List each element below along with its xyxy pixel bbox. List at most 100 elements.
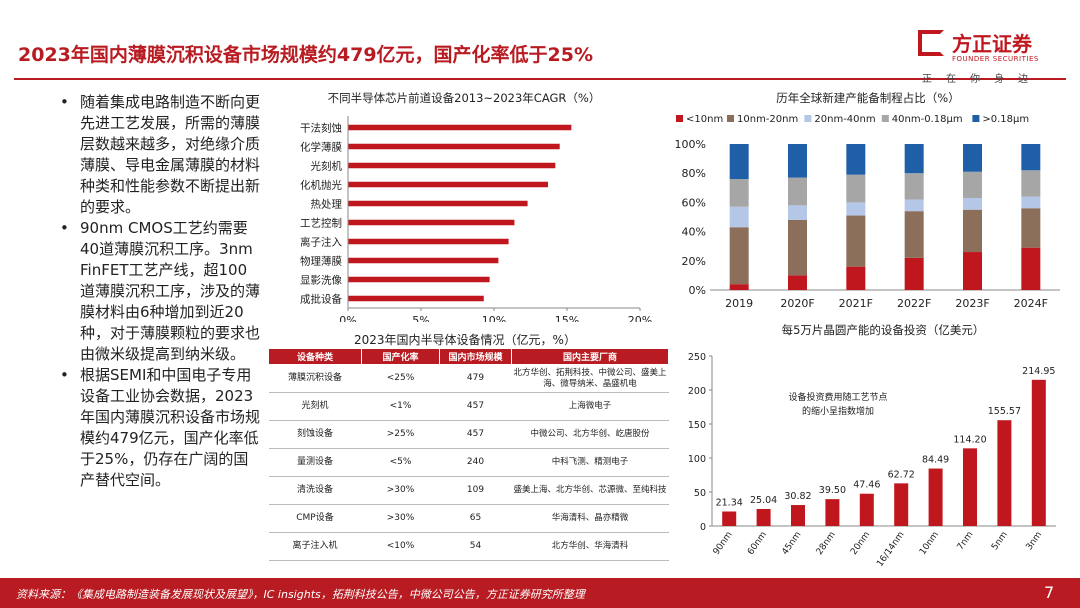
invest-y-tick-label: 50 xyxy=(694,488,706,499)
cagr-bar xyxy=(348,219,515,226)
stack-segment xyxy=(846,215,866,267)
cagr-chart: 不同半导体芯片前道设备2013~2023年CAGR（%） 干法刻蚀化学薄膜光刻机… xyxy=(300,91,652,322)
stack-segment xyxy=(1021,144,1041,171)
table-header-cell: 国产化率 xyxy=(361,348,440,365)
logo-name: 方正证券 xyxy=(952,32,1032,56)
table-header-cell: 设备种类 xyxy=(268,348,362,365)
bullet-item: 随着集成电路制造不断向更先进工艺发展，所需的薄膜层数越来越多，对绝缘介质薄膜、导… xyxy=(60,92,260,218)
invest-bar xyxy=(756,508,771,526)
source-note: 资料来源：《集成电路制造装备发展现状及展望》，IC insights，拓荆科技公… xyxy=(16,588,585,601)
table-cell: 457 xyxy=(439,392,512,421)
invest-data-label: 114.20 xyxy=(953,434,986,445)
stack-segment xyxy=(904,173,924,200)
cagr-category-label: 显影洗像 xyxy=(300,274,342,287)
invest-y-tick-label: 200 xyxy=(688,386,706,397)
investment-annotation: 的缩小呈指数增加 xyxy=(802,405,874,417)
cagr-x-tick-label: 5% xyxy=(412,314,429,322)
table-cell: 离子注入机 xyxy=(268,532,362,561)
invest-bar xyxy=(859,493,874,526)
table-cell: >25% xyxy=(361,420,440,449)
invest-bar xyxy=(928,468,943,526)
stack-x-tick-label: 2023F xyxy=(955,297,989,310)
cagr-chart-title: 不同半导体芯片前道设备2013~2023年CAGR（%） xyxy=(328,91,601,105)
stack-legend-label: 20nm-40nm xyxy=(814,114,875,125)
stack-x-tick-label: 2022F xyxy=(897,297,931,310)
table-cell: <1% xyxy=(361,392,440,421)
invest-x-tick-label: 60nm xyxy=(746,530,769,557)
bullet-item: 根据SEMI和中国电子专用设备工业协会数据，2023年国内薄膜沉积设备市场规模约… xyxy=(60,365,260,491)
stack-segment xyxy=(729,144,749,180)
table-cell: >30% xyxy=(361,476,440,505)
invest-x-tick-label: 20nm xyxy=(849,530,872,557)
cagr-bar xyxy=(348,181,549,188)
cagr-x-tick-label: 10% xyxy=(482,314,506,322)
stack-segment xyxy=(729,179,749,207)
stack-legend-label: 40nm-0.18μm xyxy=(892,114,963,125)
stack-y-tick-label: 80% xyxy=(682,167,706,180)
table-row: 刻蚀设备 >25% 457 中微公司、北方华创、屹唐股份 xyxy=(268,420,669,449)
stack-segment xyxy=(788,275,807,290)
stack-legend-swatch xyxy=(727,115,734,122)
stack-segment xyxy=(788,205,807,220)
table-cell: CMP设备 xyxy=(268,504,362,533)
table-cell: 240 xyxy=(439,448,512,477)
table-cell: 清洗设备 xyxy=(268,476,362,505)
invest-y-tick-label: 250 xyxy=(688,352,706,363)
stack-segment xyxy=(963,144,982,172)
cagr-bar xyxy=(348,124,572,131)
table-row: CMP设备 >30% 65 华海清科、晶亦精微 xyxy=(268,504,669,533)
stack-segment xyxy=(729,206,749,228)
cagr-bar xyxy=(348,143,560,150)
stack-x-tick-label: 2020F xyxy=(780,297,814,310)
logo-slogan: 正在你身边 xyxy=(922,74,1042,85)
bullet-item: 90nm CMOS工艺约需要40道薄膜沉积工序。3nm FinFET工艺产线，超… xyxy=(60,218,260,365)
table-cell: 光刻机 xyxy=(268,392,362,421)
cagr-category-label: 物理薄膜 xyxy=(300,255,342,268)
investment-annotation: 设备投资费用随工艺节点 xyxy=(788,391,887,403)
stack-segment xyxy=(963,209,982,253)
table-cell: 54 xyxy=(439,532,512,561)
cagr-bar xyxy=(348,257,499,264)
invest-data-label: 25.04 xyxy=(750,495,777,506)
stack-legend-swatch xyxy=(972,115,980,122)
equipment-table: 设备种类 国产化率 国内市场规模 国内主要厂商 薄膜沉积设备 <25% 479 北方华创、拓… xyxy=(268,348,669,561)
stack-legend-swatch xyxy=(676,115,683,122)
invest-x-tick-label: 16/14nm xyxy=(875,530,906,569)
invest-x-tick-label: 45nm xyxy=(780,530,803,557)
page-number: 7 xyxy=(1044,583,1055,602)
table-row: 量测设备 <5% 240 中科飞测、精测电子 xyxy=(268,448,669,477)
stack-segment xyxy=(729,284,749,290)
cagr-category-label: 化机抛光 xyxy=(300,179,342,192)
stack-legend-label: >0.18μm xyxy=(982,114,1029,125)
invest-data-label: 84.49 xyxy=(922,455,949,466)
stack-legend-swatch xyxy=(804,115,812,122)
cagr-category-label: 热处理 xyxy=(311,198,343,211)
title-divider xyxy=(14,78,1066,80)
equipment-table-title: 2023年国内半导体设备情况（亿元，%） xyxy=(354,333,576,347)
stack-segment xyxy=(729,227,749,285)
stack-segment xyxy=(963,252,982,290)
table-cell: 457 xyxy=(439,420,512,449)
stack-legend-label: <10nm xyxy=(686,114,723,125)
process-share-chart-title: 历年全球新建产能备制程占比（%） xyxy=(776,91,959,105)
invest-x-tick-label: 28nm xyxy=(815,530,838,557)
stack-segment xyxy=(963,171,982,199)
invest-x-tick-label: 3nm xyxy=(1024,530,1044,552)
cagr-bar xyxy=(348,276,490,283)
invest-x-tick-label: 5nm xyxy=(990,530,1010,552)
table-cell: 65 xyxy=(439,504,512,533)
stack-segment xyxy=(904,211,924,258)
table-cell: 量测设备 xyxy=(268,448,362,477)
cagr-bar xyxy=(348,162,556,169)
stack-segment xyxy=(1021,170,1041,197)
footer-bar xyxy=(0,578,1080,608)
cagr-category-label: 化学薄膜 xyxy=(300,141,342,154)
stack-y-tick-label: 40% xyxy=(682,226,706,239)
table-cell: 北方华创、拓荆科技、中微公司、盛美上海、微导纳米、晶盛机电 xyxy=(511,364,669,393)
stack-segment xyxy=(1021,247,1041,290)
table-cell: <25% xyxy=(361,364,440,393)
cagr-x-tick-label: 20% xyxy=(628,314,652,322)
stack-segment xyxy=(788,144,807,178)
table-header-cell: 国内市场规模 xyxy=(439,348,512,365)
table-cell: 109 xyxy=(439,476,512,505)
